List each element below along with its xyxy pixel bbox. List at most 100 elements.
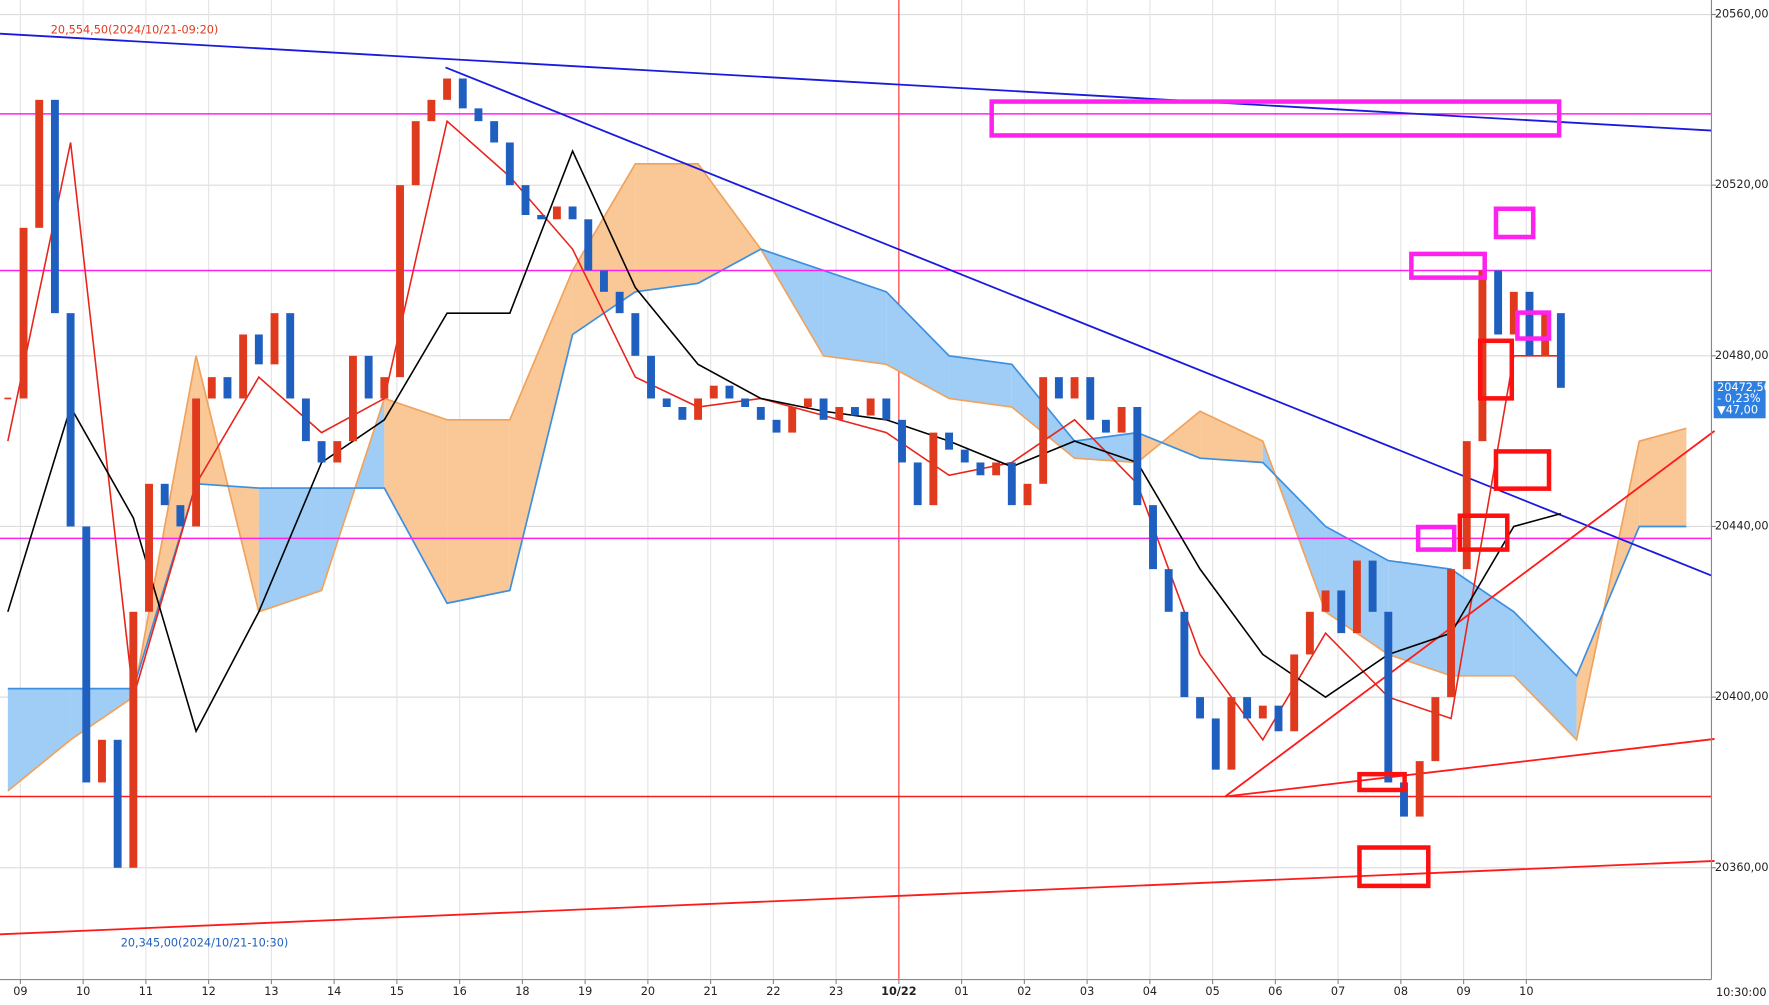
candle [1086, 377, 1095, 420]
candle [694, 398, 703, 420]
cloud-edge [7, 162, 1687, 792]
candle [270, 313, 279, 365]
high-label: 20,554,50(2024/10/21-09:20) [51, 23, 219, 36]
candle [98, 739, 106, 783]
candle [427, 99, 436, 122]
candle [443, 78, 452, 100]
candle [709, 385, 718, 399]
cloud-segment [447, 419, 510, 604]
annotation-box [1493, 206, 1536, 240]
candle [1149, 505, 1157, 570]
x-tick-label: 01 [954, 985, 968, 998]
candle [600, 270, 608, 292]
candle [317, 441, 326, 463]
candle [301, 398, 310, 442]
candle [176, 505, 185, 527]
candle [192, 398, 201, 527]
y-tick-label: 20480,00 [1715, 349, 1769, 362]
candle [1384, 611, 1393, 783]
cloud-segment [1451, 569, 1514, 676]
candle [411, 121, 420, 186]
candle [835, 407, 844, 420]
candle [1023, 483, 1032, 506]
candle [945, 432, 954, 450]
annotation-box [1415, 524, 1457, 552]
x-tick-label: 23 [829, 985, 843, 998]
annotation-box [1357, 845, 1431, 889]
last-price-change-pct: - 0,23% [1717, 392, 1761, 405]
cloud-edge [7, 248, 1687, 690]
x-tick-label: 06 [1268, 985, 1282, 998]
candle [1039, 377, 1048, 484]
candle [66, 313, 75, 527]
candle [490, 121, 499, 143]
candle [756, 407, 765, 420]
y-tick-label: 20360,00 [1715, 861, 1769, 874]
candle [1447, 569, 1456, 698]
candle [1243, 697, 1252, 719]
candle [1541, 313, 1550, 356]
x-tick-label: 05 [1205, 985, 1219, 998]
x-tick-label: 18 [515, 985, 529, 998]
x-tick-label: 19 [578, 985, 592, 998]
x-tick-label: 02 [1017, 985, 1031, 998]
candle [1431, 697, 1440, 762]
candle [1352, 560, 1361, 634]
candle [929, 432, 938, 506]
candle [1133, 407, 1142, 506]
time-label: 10:30:00 [1716, 986, 1767, 999]
low-label: 20,345,00(2024/10/21-10:30) [121, 936, 289, 949]
candle [741, 398, 750, 408]
candle [364, 355, 373, 399]
y-tick-label: 20440,00 [1715, 519, 1769, 532]
x-tick-label: 09 [13, 985, 27, 998]
candle [537, 215, 546, 220]
annotation-box [1477, 338, 1515, 401]
last-price-change: ▼47,00 [1717, 403, 1758, 416]
x-tick-label: 10/22 [881, 985, 916, 998]
candle [223, 377, 232, 399]
candle [819, 398, 828, 420]
x-tick-label: 13 [264, 985, 278, 998]
candle [1305, 611, 1314, 655]
cloud-segment [635, 163, 699, 292]
cloud-segment [258, 488, 322, 612]
candle [662, 398, 671, 408]
x-tick-label: 21 [703, 985, 717, 998]
candle [850, 407, 859, 416]
candle [866, 398, 875, 416]
trend-line [1225, 738, 1715, 798]
candle [207, 377, 216, 399]
cloud-segment [1388, 560, 1452, 676]
candle [1117, 407, 1126, 433]
indicator-line [7, 149, 1562, 734]
candle [1211, 718, 1220, 770]
candle [1400, 782, 1408, 817]
candle [898, 419, 906, 463]
candle [160, 483, 169, 506]
x-tick-label: 15 [390, 985, 404, 998]
candle [1101, 419, 1110, 433]
annotation-box [1493, 449, 1552, 491]
y-tick-label: 20520,00 [1715, 178, 1769, 191]
trend-line [0, 32, 1712, 132]
candle [1368, 560, 1377, 612]
x-tick-label: 10 [76, 985, 90, 998]
annotation-box [1515, 310, 1552, 341]
candle [976, 462, 985, 476]
candle [1196, 697, 1205, 719]
ichimoku-cloud [7, 162, 1687, 792]
candle [584, 219, 593, 271]
candle [349, 355, 357, 442]
x-tick-label: 04 [1143, 985, 1157, 998]
candle [35, 99, 44, 228]
candle [772, 419, 781, 433]
candle [647, 355, 655, 399]
candle [568, 206, 577, 220]
candle [286, 313, 295, 399]
candle [82, 526, 91, 783]
candle [1290, 654, 1299, 732]
candle [333, 441, 342, 463]
